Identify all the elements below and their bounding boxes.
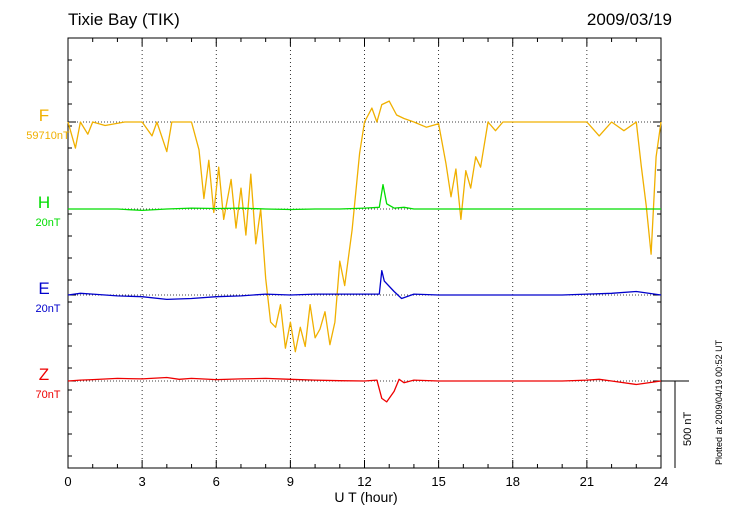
x-tick-label: 0 — [64, 474, 71, 489]
channel-baseline-value-E: 20nT — [35, 303, 60, 315]
channel-label-Z: Z — [39, 365, 49, 384]
channel-baseline-value-H: 20nT — [35, 217, 60, 229]
channel-baseline-value-Z: 70nT — [35, 389, 60, 401]
grid-layer — [141, 38, 588, 468]
date-label: 2009/03/19 — [586, 10, 672, 29]
x-tick-label: 15 — [431, 474, 445, 489]
x-axis-label: U T (hour) — [334, 489, 397, 505]
page-title: Tixie Bay (TIK) — [68, 10, 180, 29]
series-line-E — [67, 269, 662, 301]
x-tick-label: 9 — [287, 474, 294, 489]
x-tick-label: 21 — [580, 474, 594, 489]
series-layer — [67, 100, 662, 403]
channel-label-E: E — [38, 279, 49, 298]
tick-layer: 0 3 6 9 12 15 18 21 24 — [64, 38, 668, 489]
scale-bar-label: 500 nT — [682, 411, 694, 446]
series-line-Z — [67, 376, 662, 403]
plotted-timestamp: Plotted at 2009/04/19 00:52 UT — [714, 339, 724, 465]
channel-label-F: F — [39, 106, 49, 125]
channel-label-H: H — [38, 193, 50, 212]
label-layer: F 59710nT H 20nT E 20nT Z 70nT — [26, 106, 70, 401]
channel-baseline-value-F: 59710nT — [26, 130, 70, 142]
x-tick-label: 12 — [357, 474, 371, 489]
x-tick-label: 6 — [213, 474, 220, 489]
series-line-H — [68, 183, 661, 212]
series-line-F — [67, 100, 662, 353]
x-tick-label: 18 — [506, 474, 520, 489]
x-tick-label: 24 — [654, 474, 668, 489]
x-tick-label: 3 — [139, 474, 146, 489]
